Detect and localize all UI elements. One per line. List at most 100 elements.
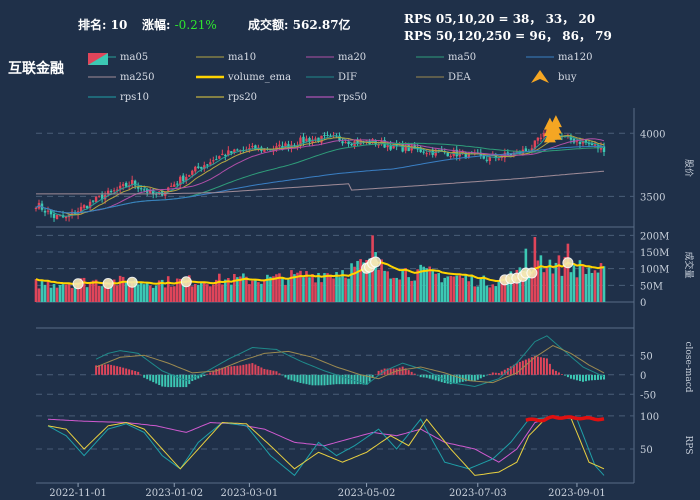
volume-bar [428, 266, 431, 302]
volume-bar [575, 277, 579, 302]
macd-bar [419, 374, 422, 378]
legend-item-rps20[interactable]: rps20 [196, 90, 257, 104]
volume-bar [380, 259, 383, 302]
volume-bar [374, 252, 377, 302]
macd-bar [140, 374, 143, 376]
macd-bar [560, 374, 563, 375]
legend-item-ma50[interactable]: ma50 [416, 50, 476, 64]
candle-body [530, 148, 534, 152]
volume-bar [530, 273, 534, 302]
candle-body [185, 176, 188, 181]
volume-bar [320, 282, 323, 302]
macd-bar [206, 374, 209, 375]
volume-bar [584, 273, 588, 302]
volume-signal-dot [180, 276, 192, 288]
macd-tick-label: 0 [640, 371, 646, 382]
volume-bar [233, 273, 236, 302]
volume-bar [88, 282, 92, 302]
volume-bar [572, 265, 576, 302]
volume-bar [449, 275, 453, 302]
macd-bar [518, 361, 521, 375]
volume-bar [70, 288, 74, 302]
macd-bar [290, 374, 293, 381]
macd-bar [212, 370, 215, 375]
volume-bar [341, 270, 344, 302]
candle-body [482, 154, 485, 159]
volume-bar [139, 282, 143, 302]
macd-bar [308, 374, 311, 385]
volume-bar [470, 274, 474, 302]
legend-item-volume-ema[interactable]: volume_ema [196, 70, 291, 84]
volume-bar [215, 279, 218, 302]
ma120-line [35, 145, 604, 214]
volume-bar [130, 282, 134, 302]
volume-bar [353, 266, 356, 302]
volume-bar [187, 275, 191, 302]
volume-bar [389, 278, 392, 302]
candle-body [263, 148, 266, 152]
ma50-swatch-icon [416, 56, 444, 58]
volume-bar [212, 284, 215, 302]
candle-body [179, 176, 182, 186]
macd-bar [122, 367, 125, 375]
volume-bar [314, 282, 317, 302]
macd-bar [548, 363, 551, 375]
macd-bar [425, 374, 428, 378]
volume-bar [521, 273, 525, 302]
volume-tick-label: 200M [640, 231, 669, 242]
legend-item-ma120[interactable]: ma120 [526, 50, 593, 64]
volume-bar [545, 267, 549, 302]
candle-body [212, 160, 215, 162]
macd-bar [221, 367, 224, 375]
macd-bar [143, 374, 146, 378]
macd-bar [263, 368, 266, 375]
legend-item-rps50[interactable]: rps50 [306, 90, 367, 104]
volume-bar [242, 273, 245, 302]
volume-bar [151, 287, 155, 302]
ma120-swatch-icon [526, 56, 554, 58]
volume-bar [46, 280, 50, 302]
macd-bar [200, 374, 203, 378]
candle-body [91, 200, 95, 202]
candle-body [494, 155, 498, 158]
candle-body [112, 190, 116, 192]
turnover-text: 成交额: 562.87亿 [248, 16, 351, 33]
candle-body [425, 153, 428, 155]
macd-bar [248, 363, 251, 375]
volume-bar [269, 276, 272, 302]
volume-bar [395, 277, 398, 302]
volume-bar [581, 266, 585, 302]
volume-tick-label: 100M [640, 265, 669, 276]
volume-bar [248, 284, 251, 302]
volume-bar [136, 284, 140, 302]
volume-bar [196, 284, 200, 302]
macd-axis-label: close-macd [683, 341, 693, 392]
volume-bar [455, 275, 459, 302]
macd-bar [437, 374, 440, 382]
macd-bar [416, 374, 419, 376]
candle-body [467, 152, 470, 158]
volume-bar [383, 270, 386, 302]
volume-bar [434, 273, 438, 302]
legend-item-buy[interactable]: buy [526, 70, 577, 84]
legend-item-ma250[interactable]: ma250 [88, 70, 155, 84]
macd-bar [566, 374, 569, 378]
legend-item-rps10[interactable]: rps10 [88, 90, 149, 104]
macd-bar [557, 372, 560, 375]
macd-bar [98, 365, 101, 375]
legend-item-ma10[interactable]: ma10 [196, 50, 256, 64]
macd-tick-label: 50 [640, 351, 653, 362]
macd-bar [236, 365, 239, 375]
volume-bar [67, 283, 71, 302]
macd-bar [293, 374, 296, 382]
rps20-swatch-icon [196, 96, 224, 98]
volume-bar [569, 272, 573, 302]
legend-item-ma20[interactable]: ma20 [306, 50, 366, 64]
legend-item-DIF[interactable]: DIF [306, 70, 357, 84]
legend-item-DEA[interactable]: DEA [416, 70, 471, 84]
candle-body [109, 191, 113, 193]
volume-bar [425, 268, 428, 302]
macd-bar [371, 374, 374, 378]
macd-bar [332, 374, 335, 385]
candle-body [440, 149, 443, 151]
